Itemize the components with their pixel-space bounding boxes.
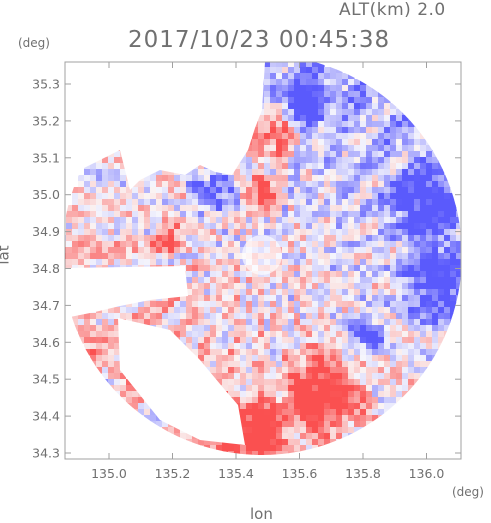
radar-center-gap — [242, 235, 282, 275]
x-tick-label: 135.4 — [218, 466, 254, 481]
altitude-label: ALT(km) 2.0 — [339, 0, 446, 20]
x-tick-label: 135.6 — [282, 466, 318, 481]
no-data-gap — [118, 318, 245, 445]
x-axis-unit: (deg) — [452, 485, 484, 499]
x-tick-label: 135.2 — [155, 466, 191, 481]
y-tick-label: 35.3 — [32, 77, 60, 92]
timestamp-title: 2017/10/23 00:45:38 — [128, 27, 391, 53]
plot-frame — [64, 61, 462, 460]
y-tick-label: 35.0 — [32, 187, 60, 202]
y-tick-label: 34.6 — [32, 335, 60, 350]
y-tick-label: 34.7 — [32, 298, 60, 313]
x-axis-title: lon — [250, 505, 273, 523]
y-tick-label: 35.2 — [32, 113, 60, 128]
x-tick-label: 135.0 — [91, 466, 127, 481]
radar-echo-field — [65, 62, 461, 455]
y-tick-label: 34.9 — [32, 224, 60, 239]
y-tick-label: 34.5 — [32, 372, 60, 387]
y-tick-label: 34.4 — [32, 409, 60, 424]
x-axis-ticks: 135.0 135.2 135.4 135.6 135.8 136.0 — [91, 62, 444, 481]
no-data-region-west — [65, 266, 188, 318]
y-axis-unit: (deg) — [18, 36, 50, 50]
y-tick-label: 34.3 — [32, 446, 60, 461]
x-tick-label: 135.8 — [345, 466, 381, 481]
no-data-region — [65, 62, 265, 190]
y-axis-ticks: 35.3 35.2 35.1 35.0 34.9 34.8 34.7 34.6 34.5 34.4… — [32, 77, 461, 461]
y-tick-label: 35.1 — [32, 150, 60, 165]
x-tick-label: 136.0 — [409, 466, 445, 481]
y-tick-label: 34.8 — [32, 261, 60, 276]
